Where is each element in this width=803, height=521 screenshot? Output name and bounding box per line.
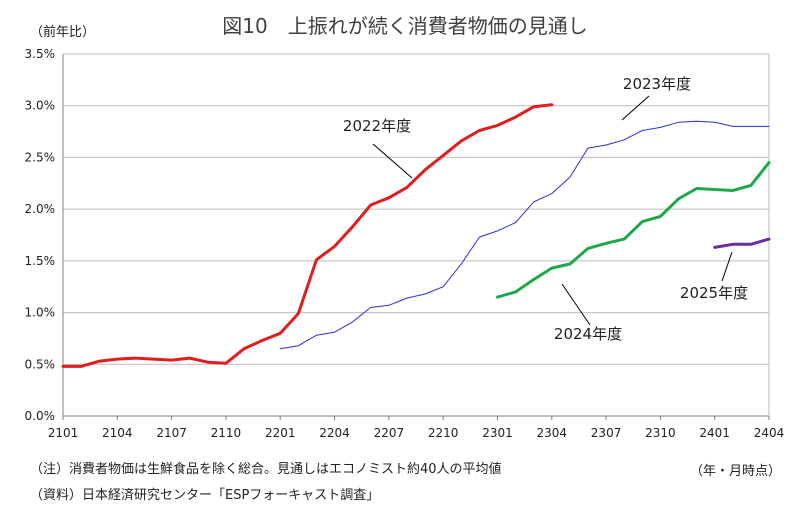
source-note: （資料）日本経済研究センター「ESPフォーキャスト調査」 <box>30 488 380 503</box>
y-tick-label: 0.5% <box>25 357 56 371</box>
axes <box>62 54 770 420</box>
x-tick-label: 2104 <box>102 426 133 440</box>
x-tick-label: 2307 <box>591 426 622 440</box>
x-tick-labels: 2101 2104 2107 2110 2201 2204 2207 2210 2301 2304… <box>48 426 785 440</box>
grid <box>63 53 769 417</box>
series-label: 2023年度 <box>623 75 691 93</box>
label-leader-line <box>372 143 413 179</box>
x-tick-label: 2204 <box>319 426 350 440</box>
label-leader-line <box>621 95 650 121</box>
y-tick-label: 2.0% <box>25 202 56 216</box>
x-tick-label: 2110 <box>211 426 242 440</box>
y-tick-label: 0.0% <box>25 409 56 423</box>
x-tick-label: 2207 <box>374 426 405 440</box>
x-tick-label: 2401 <box>699 426 730 440</box>
label-leader-line <box>561 283 591 326</box>
x-tick-label: 2101 <box>48 426 79 440</box>
y-tick-label: 2.5% <box>25 150 56 164</box>
series-line <box>279 120 770 350</box>
x-tick-label: 2310 <box>645 426 676 440</box>
series-label: 2025年度 <box>680 284 748 302</box>
x-tick-label: 2304 <box>536 426 567 440</box>
y-tick-label: 3.5% <box>25 47 56 61</box>
series-line <box>496 161 771 299</box>
y-tick-label: 1.5% <box>25 254 56 268</box>
chart-title: 図10 上振れが続く消費者物価の見通し <box>222 14 587 38</box>
x-tick-label: 2404 <box>754 426 785 440</box>
x-tick-label: 2201 <box>265 426 296 440</box>
footnote: （注）消費者物価は生鮮食品を除く総合。見通しはエコノミスト約40人の平均値 <box>30 462 502 477</box>
x-tick-label: 2210 <box>428 426 459 440</box>
series-labels: 2022年度 2023年度 2024年度 2025年度 <box>343 75 748 343</box>
series-line <box>713 237 771 249</box>
series-label: 2022年度 <box>343 117 411 135</box>
series-line <box>61 103 554 368</box>
y-tick-label: 3.0% <box>25 99 56 113</box>
x-tick-label: 2301 <box>482 426 513 440</box>
series-lines <box>61 103 771 368</box>
x-axis-unit: （年・月時点） <box>689 464 781 479</box>
x-tick-label: 2107 <box>156 426 187 440</box>
series-label: 2024年度 <box>554 325 622 343</box>
y-axis-unit: （前年比） <box>30 24 95 40</box>
y-tick-labels: 0.0% 0.5% 1.0% 1.5% 2.0% 2.5% 3.0% 3.5% <box>25 47 56 423</box>
y-tick-label: 1.0% <box>25 306 56 320</box>
label-leader-line <box>721 251 733 282</box>
